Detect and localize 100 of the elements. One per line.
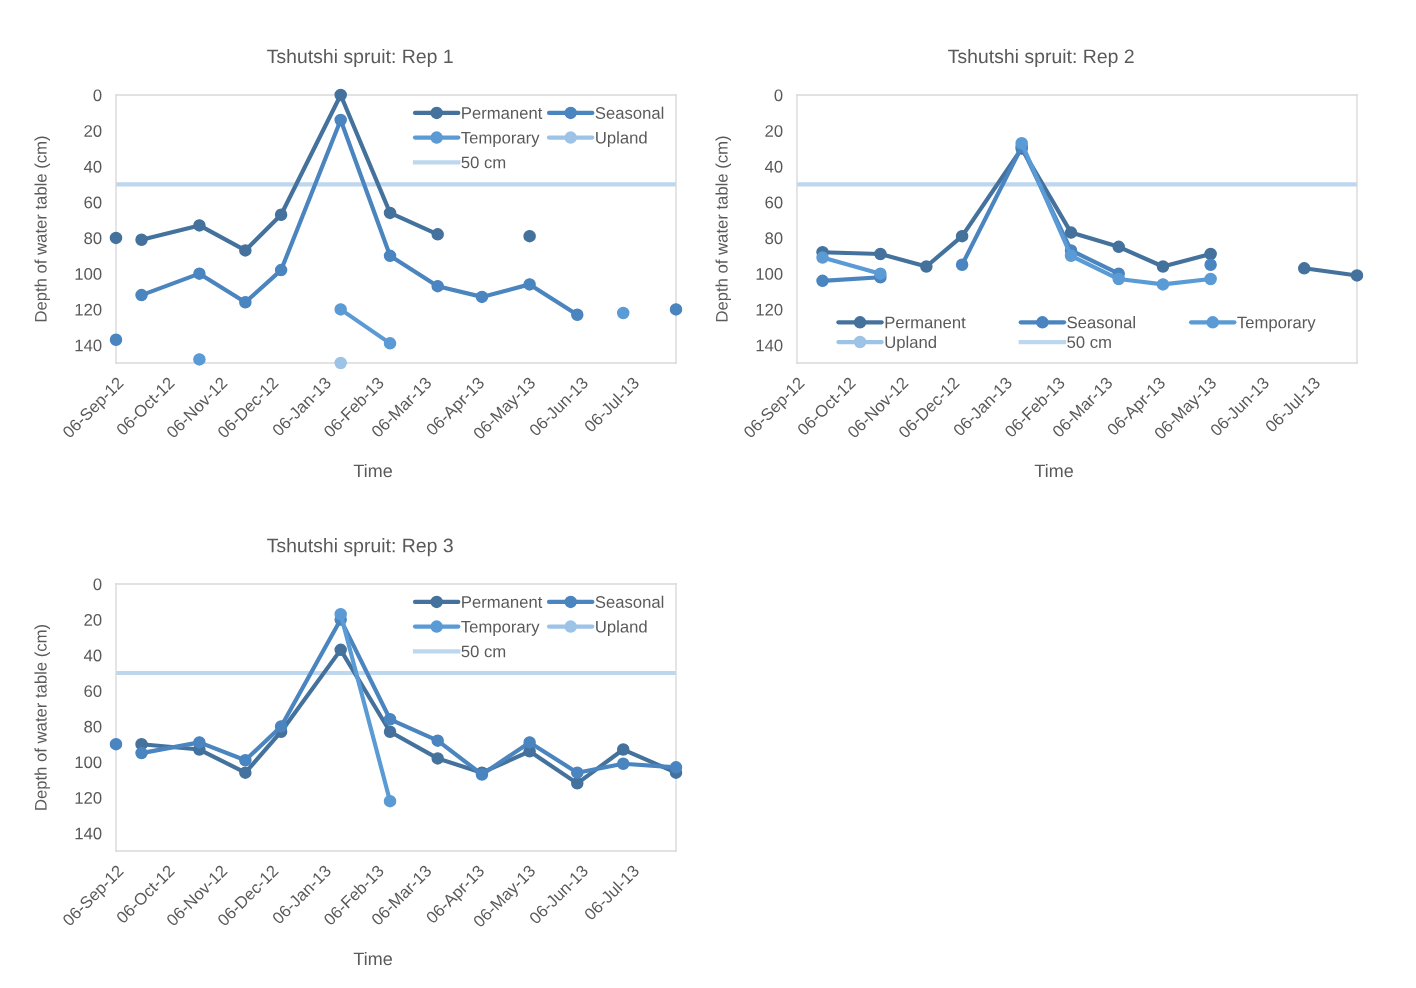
y-tick-label: 100 [75,268,102,280]
point [109,231,123,245]
point [334,608,347,621]
point [669,303,683,316]
point [955,229,969,243]
x-axis-title: Time [353,952,392,966]
point [383,794,397,808]
point [1204,272,1217,286]
point [1015,136,1028,150]
y-tick-label: 60 [84,685,102,697]
point [334,113,347,127]
y-tick-label: 140 [75,827,102,840]
point [616,306,630,320]
y-tick-label: 20 [765,125,783,137]
point [1112,272,1125,286]
y-tick-label: 100 [75,756,102,769]
point [239,244,252,257]
y-axis-title: Depth of water table (cm) [34,136,50,322]
point [1156,278,1170,291]
point [383,725,397,738]
point [274,720,288,733]
point [571,308,584,322]
point [109,333,123,347]
x-axis-title: Time [353,464,392,478]
point [334,643,347,657]
point [1350,269,1364,282]
y-tick-label: 120 [75,303,102,316]
point [616,757,630,771]
y-tick-label: 40 [764,160,783,173]
point [523,278,536,291]
point [1064,226,1078,239]
y-tick-label: 60 [84,196,102,209]
y-tick-label: 60 [765,196,783,209]
legend-label: Permanent [462,107,543,119]
y-tick-label: 80 [765,232,783,245]
point [274,208,288,221]
point [383,337,397,350]
point [193,353,206,366]
point [135,288,148,302]
point [616,743,630,756]
point [816,274,829,288]
y-tick-label: 120 [75,792,102,804]
point [1297,262,1311,275]
point [523,229,536,243]
point [239,766,252,779]
x-axis-title: Time [1034,464,1073,478]
point [874,267,887,280]
point [1112,240,1125,254]
point [523,736,536,749]
point [571,777,584,790]
y-tick-label: 80 [84,720,102,733]
legend-label: Temporary [461,131,540,147]
legend-label: Temporary [1237,316,1316,332]
point [334,303,347,316]
y-axis-title: Depth of water table (cm) [34,624,50,810]
point [431,279,444,293]
y-tick-label: 20 [84,125,102,137]
point [571,766,584,779]
legend-label: Upland [596,620,647,636]
point [135,746,148,760]
point [955,258,969,271]
legend-label: 50 cm [461,156,506,169]
point [1064,249,1078,263]
legend-label: Permanent [885,316,966,329]
y-tick-label: 140 [756,339,783,352]
y-tick-label: 40 [83,160,102,173]
legend-label: Temporary [461,620,540,636]
point [1204,247,1217,261]
y-tick-label: 80 [84,232,102,245]
y-tick-label: 40 [83,649,102,662]
legend-label: Upland [596,131,647,147]
point [383,206,397,220]
point [193,736,206,749]
point [193,267,206,280]
chart-title: Tshutshi spruit: Rep 2 [948,48,1134,68]
point [334,356,347,370]
y-axis-title: Depth of water table (cm) [715,136,731,322]
point [816,251,829,264]
point [383,713,397,726]
point [669,761,683,774]
legend-label: Permanent [462,596,543,608]
y-tick-label: 140 [75,339,102,352]
point [431,752,444,765]
point [1204,258,1217,271]
chart-title: Tshutshi spruit: Rep 3 [267,538,453,557]
legend-label: Upland [885,335,936,352]
point [135,233,148,246]
y-tick-label: 0 [774,89,783,102]
point [920,260,933,273]
point [431,228,444,241]
legend-label: Seasonal [595,595,664,608]
y-tick-label: 0 [93,89,102,102]
point [383,249,397,263]
y-tick-label: 100 [756,268,783,280]
point [1156,260,1170,273]
legend-label: 50 cm [461,645,506,658]
point [239,753,252,767]
point [193,219,206,232]
point [475,290,489,304]
y-tick-label: 0 [93,578,102,591]
